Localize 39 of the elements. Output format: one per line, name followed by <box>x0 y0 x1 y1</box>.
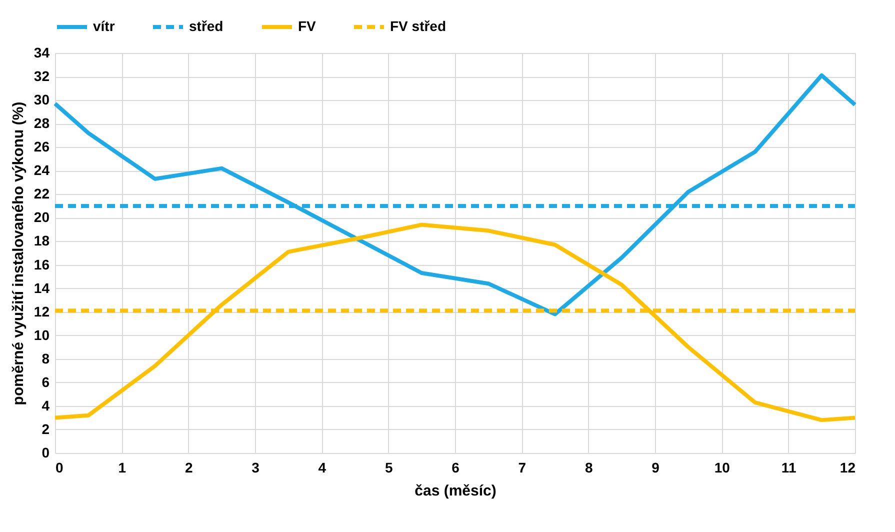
y-tick-label: 30 <box>34 92 50 108</box>
legend-label: střed <box>189 18 224 34</box>
legend-label: vítr <box>93 18 116 34</box>
y-tick-label: 12 <box>34 303 50 320</box>
y-tick-label: 8 <box>42 350 50 366</box>
x-tick-label: 8 <box>584 460 593 476</box>
y-tick-label: 18 <box>34 232 50 249</box>
y-tick-label: 14 <box>34 280 50 296</box>
x-tick-label: 5 <box>384 460 393 476</box>
y-tick-label: 22 <box>34 186 50 202</box>
x-tick-label: 2 <box>184 460 193 476</box>
x-tick-label: 6 <box>452 460 460 476</box>
x-tick-label: 1 <box>118 460 126 476</box>
x-tick-label: 12 <box>840 460 856 476</box>
x-tick-label: 4 <box>318 460 326 476</box>
y-tick-label: 10 <box>34 326 50 343</box>
x-tick-label: 10 <box>714 460 730 476</box>
x-tick-label: 11 <box>781 460 796 476</box>
y-tick-label: 0 <box>42 444 50 460</box>
y-tick-label: 24 <box>34 162 50 178</box>
legend-label: FV střed <box>390 18 446 34</box>
x-tick-label: 9 <box>652 460 660 476</box>
y-tick-label: 6 <box>42 374 50 390</box>
x-tick-label: 7 <box>518 460 526 476</box>
y-tick-label: 20 <box>34 209 50 226</box>
x-tick-label: 0 <box>56 460 64 476</box>
y-tick-label: 2 <box>42 420 50 437</box>
y-tick-label: 34 <box>34 44 50 60</box>
y-tick-label: 16 <box>34 256 50 272</box>
y-tick-label: 28 <box>34 115 50 132</box>
legend-label: FV <box>298 18 317 34</box>
x-axis-title: čas (měsíc) <box>414 482 496 500</box>
line-series <box>53 222 857 422</box>
y-tick-label: 26 <box>34 138 50 155</box>
y-axis-title: poměrné využití instalovaného výkonu (%) <box>10 102 27 406</box>
line-series <box>53 73 857 316</box>
x-tick-label: 3 <box>252 460 260 476</box>
y-tick-label: 32 <box>34 68 50 84</box>
y-tick-label: 4 <box>42 397 50 414</box>
